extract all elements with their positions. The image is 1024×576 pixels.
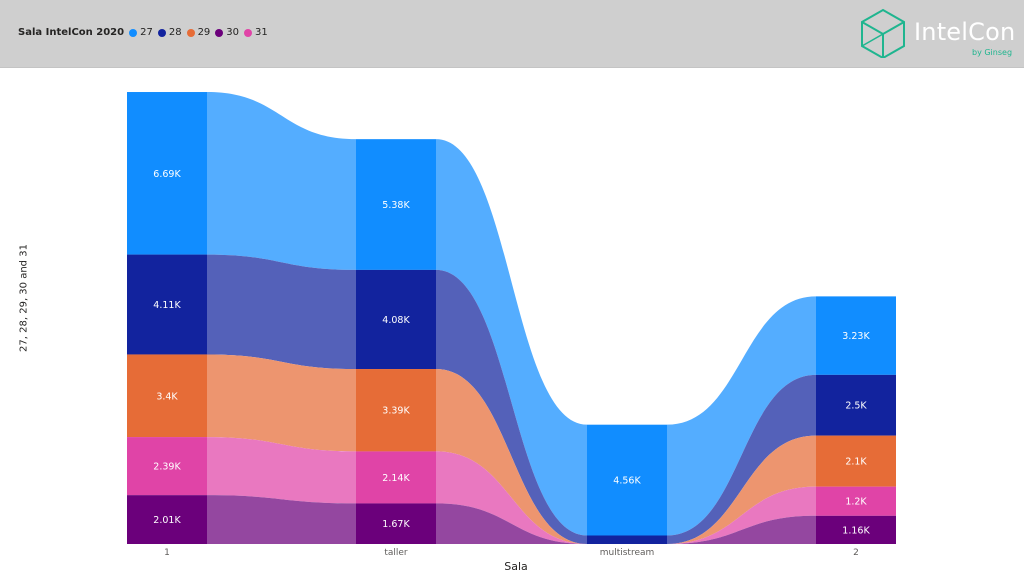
data-label-27-2: 3.23K [842,331,870,342]
bar-28-taller[interactable] [356,269,436,370]
bar-31-2[interactable] [816,486,896,516]
bar-30-1[interactable] [127,495,207,544]
legend-label-27: 27 [140,27,153,38]
bar-31-taller[interactable] [356,451,436,504]
bar-29-1[interactable] [127,354,207,438]
report-header: Sala IntelCon 2020 27 28 29 30 31 IntelC… [0,0,1024,68]
legend-dot-28 [157,28,166,37]
ribbon-30-0[interactable] [207,495,356,544]
ribbon-29-1[interactable] [436,369,587,544]
ribbon-28-2[interactable] [667,374,816,544]
ribbon-28-0[interactable] [207,254,356,370]
legend-label-30: 30 [226,27,240,38]
x-tick-label-2: 2 [853,548,859,558]
legend-item-28[interactable]: 28 [157,27,182,38]
data-label-28-1: 4.11K [153,300,181,311]
ribbon-30-1[interactable] [436,503,587,544]
ribbons [207,92,816,544]
data-label-31-2: 1.2K [845,497,867,508]
x-tick-label-multistream: multistream [600,548,655,558]
bar-28-2[interactable] [816,374,896,436]
intelcon-logo: IntelCon by Ginseg [858,8,1018,60]
legend-item-27[interactable]: 27 [129,27,153,38]
data-label-30-taller: 1.67K [382,519,410,530]
legend-item-30[interactable]: 30 [215,27,239,38]
data-label-31-1: 2.39K [153,462,181,473]
x-tick-label-taller: taller [384,548,408,558]
ribbon-30-2[interactable] [667,515,816,544]
ribbon-27-2[interactable] [667,296,816,536]
legend-item-31[interactable]: 31 [244,27,268,38]
data-label-29-taller: 3.39K [382,406,410,417]
bar-27-multistream[interactable] [587,424,667,536]
x-axis-title: Sala [504,560,528,573]
legend-dot-27 [129,28,138,37]
data-label-27-1: 6.69K [153,169,181,180]
bar-29-2[interactable] [816,435,896,487]
bar-30-2[interactable] [816,515,896,544]
ribbon-27-1[interactable] [436,139,587,536]
ribbon-31-2[interactable] [667,486,816,544]
legend-label-29: 29 [197,27,211,38]
legend-dot-31 [244,28,253,37]
ribbon-27-0[interactable] [207,92,356,270]
legend-dot-30 [215,28,224,37]
ribbon-29-2[interactable] [667,435,816,544]
chart-legend: Sala IntelCon 2020 27 28 29 30 31 [18,27,273,38]
data-label-30-2: 1.16K [842,525,870,536]
bar-27-2[interactable] [816,296,896,375]
legend-item-29[interactable]: 29 [186,27,211,38]
data-label-29-2: 2.1K [845,457,867,468]
data-label-31-taller: 2.14K [382,473,410,484]
bar-27-taller[interactable] [356,139,436,270]
bar-29-taller[interactable] [356,369,436,452]
data-label-30-1: 2.01K [153,515,181,526]
ribbon-28-1[interactable] [436,269,587,544]
bar-28-1[interactable] [127,254,207,355]
data-label-27-taller: 5.38K [382,200,410,211]
x-axis: 1 taller multistream 2 [164,548,859,558]
data-label-28-2: 2.5K [845,401,867,412]
x-tick-label-1: 1 [164,548,170,558]
data-label-29-1: 3.4K [156,391,178,402]
bar-27-1[interactable] [127,92,207,255]
ribbon-31-1[interactable] [436,451,587,544]
bar-31-1[interactable] [127,437,207,496]
legend-label-28: 28 [168,27,182,38]
logo-tagline: by Ginseg [972,48,1013,57]
bar-28-multistream[interactable] [587,535,667,544]
ribbon-31-0[interactable] [207,437,356,504]
ribbon-29-0[interactable] [207,354,356,452]
bar-30-taller[interactable] [356,503,436,544]
legend-title: Sala IntelCon 2020 [18,27,125,38]
legend-dot-29 [186,28,195,37]
data-label-27-multistream: 4.56K [613,476,641,487]
logo-wordmark: IntelCon [914,18,1016,46]
bars: 6.69K 5.38K 4.56K 3.23K 4.11K 4.08K 2.5K 3.4K 3.… [127,92,896,544]
cube-logo-icon [861,8,905,58]
legend-label-31: 31 [255,27,268,38]
data-label-28-taller: 4.08K [382,315,410,326]
